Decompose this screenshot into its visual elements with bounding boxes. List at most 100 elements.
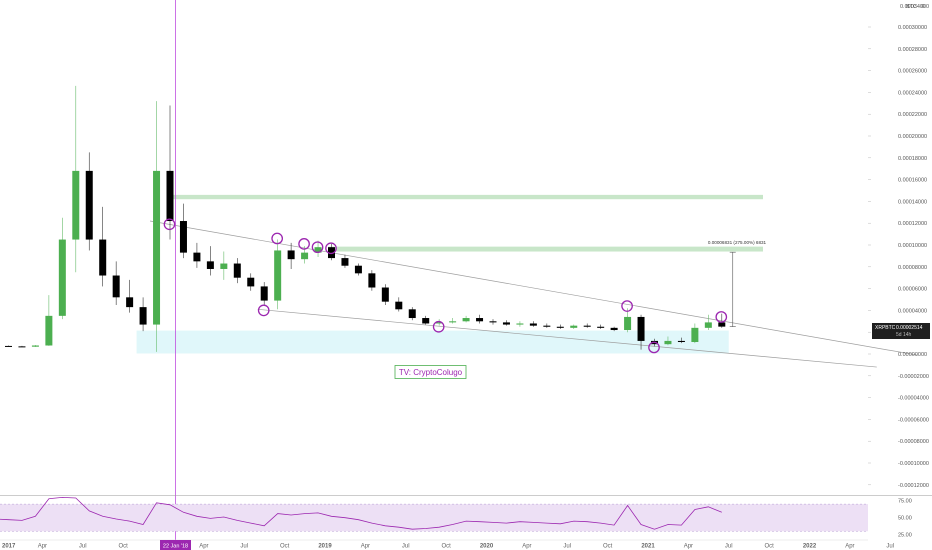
candle-body — [624, 316, 632, 331]
trendline-layer — [149, 0, 918, 540]
candle-body — [489, 321, 497, 323]
candle-body — [476, 318, 484, 322]
candle-body — [529, 323, 537, 326]
last-price-value: 0.00002514 — [896, 325, 923, 331]
candle-body — [718, 322, 726, 327]
time-tick-label: Jul — [402, 544, 410, 550]
candle-body — [314, 247, 322, 253]
candle-body — [677, 340, 685, 343]
rsi-tick-label: 75.00 — [898, 499, 912, 505]
time-tick-label: Apr — [684, 544, 693, 550]
candle-body — [516, 323, 524, 325]
resistance-zone — [328, 246, 763, 252]
candle-body — [247, 277, 255, 287]
candle-body — [153, 170, 161, 325]
price-tick-label: 0.00006000 — [898, 287, 927, 293]
candle-body — [341, 258, 349, 266]
candle-body — [220, 263, 228, 269]
candle-body — [274, 250, 282, 301]
crosshair-date-label: 22 Jan '18 — [163, 543, 188, 549]
candle-body — [301, 252, 309, 260]
rsi-line — [0, 496, 722, 530]
time-tick-label: Apr — [522, 544, 531, 550]
time-tick-label: Apr — [199, 544, 208, 550]
symbol-label: XRPBTC — [875, 325, 896, 331]
time-tick-label: Oct — [603, 544, 613, 550]
price-tick-label: 0.00016000 — [898, 178, 927, 184]
time-tick-label: Oct — [764, 544, 774, 550]
candle-body — [637, 316, 645, 341]
zone-layer — [136, 194, 763, 354]
candle-body — [287, 250, 295, 260]
candle-body — [260, 286, 268, 301]
price-tick-label: 0.00028000 — [898, 47, 927, 53]
highlight-circle — [298, 238, 310, 250]
price-tick-label: -0.00008000 — [898, 439, 929, 445]
price-tick-label: 0.00004000 — [898, 308, 927, 314]
candle-body — [18, 346, 26, 348]
highlight-circle — [257, 304, 270, 317]
price-tick-label: 0.00000000 — [898, 352, 927, 358]
highlight-circle — [311, 241, 324, 254]
price-tick-label: 0.00034000 — [900, 4, 929, 10]
highlight-circle — [163, 218, 176, 231]
rsi-pane: 75.00 50.00 25.00 — [0, 495, 932, 539]
time-tick-label: 2020 — [480, 544, 494, 550]
time-axis[interactable]: 2017 Apr Jul Oct Apr Jul Oct 2019 Apr Jul Oct 2020 A… — [0, 539, 894, 550]
price-tick-label: 0.00024000 — [898, 90, 927, 96]
support-zone — [136, 330, 729, 354]
time-tick-label: Oct — [280, 544, 290, 550]
candle-body — [704, 322, 712, 328]
candle-body — [166, 170, 174, 222]
candle-body — [179, 221, 187, 253]
price-tick-label: -0.00006000 — [898, 417, 929, 423]
time-tick-label: 2021 — [641, 544, 655, 550]
watermark-box — [394, 365, 467, 379]
rsi-band — [0, 504, 868, 532]
candle-body — [85, 170, 93, 240]
candles-layer — [5, 85, 726, 352]
trendline — [257, 308, 877, 368]
price-tick-label: 0.00026000 — [898, 69, 927, 75]
price-axis[interactable]: 0.00034000 0.00030000 0.00028000 0.00026000… — [868, 4, 929, 489]
time-tick-label: Jul — [886, 544, 894, 550]
candle-body — [502, 322, 510, 325]
time-tick-label: Jul — [240, 544, 248, 550]
time-tick-label: Jul — [563, 544, 571, 550]
price-tick-label: -0.00012000 — [898, 483, 929, 489]
time-tick-label: 2022 — [803, 544, 817, 550]
scale-mode-label[interactable]: © — [921, 3, 925, 10]
price-tick-label: 0.00012000 — [898, 221, 927, 227]
time-tick-label: Jul — [79, 544, 87, 550]
candle-body — [462, 318, 470, 322]
price-tick-label: 0.00010000 — [898, 243, 927, 249]
price-tick-label: 0.00030000 — [898, 25, 927, 31]
candle-body — [126, 297, 134, 308]
candle-body — [112, 275, 120, 298]
highlight-circle — [648, 341, 660, 354]
candle-body — [435, 322, 443, 324]
highlight-circle — [325, 242, 337, 255]
price-tick-label: 0.00022000 — [898, 112, 927, 118]
candle-body — [381, 287, 389, 302]
candle-body — [664, 340, 672, 345]
price-tick-label: 0.00014000 — [898, 199, 927, 205]
time-tick-label: Apr — [845, 544, 854, 550]
time-tick-label: Oct — [118, 544, 128, 550]
candle-body — [193, 252, 201, 262]
candle-body — [556, 326, 564, 328]
candle-body — [610, 327, 618, 331]
candle-body — [543, 325, 551, 327]
candle-body — [58, 239, 66, 316]
highlight-circle — [432, 320, 445, 333]
currency-label: BTC — [906, 4, 917, 10]
candle-body — [449, 321, 457, 323]
candle-body — [570, 325, 578, 328]
price-tick-label: 0.00018000 — [898, 156, 927, 162]
time-tick-label: Apr — [38, 544, 47, 550]
watermark-text: TV: CryptoColugo — [399, 368, 463, 377]
highlight-circle — [715, 311, 728, 323]
measure-layer — [729, 251, 736, 327]
rsi-tick-label: 50.00 — [898, 516, 912, 522]
